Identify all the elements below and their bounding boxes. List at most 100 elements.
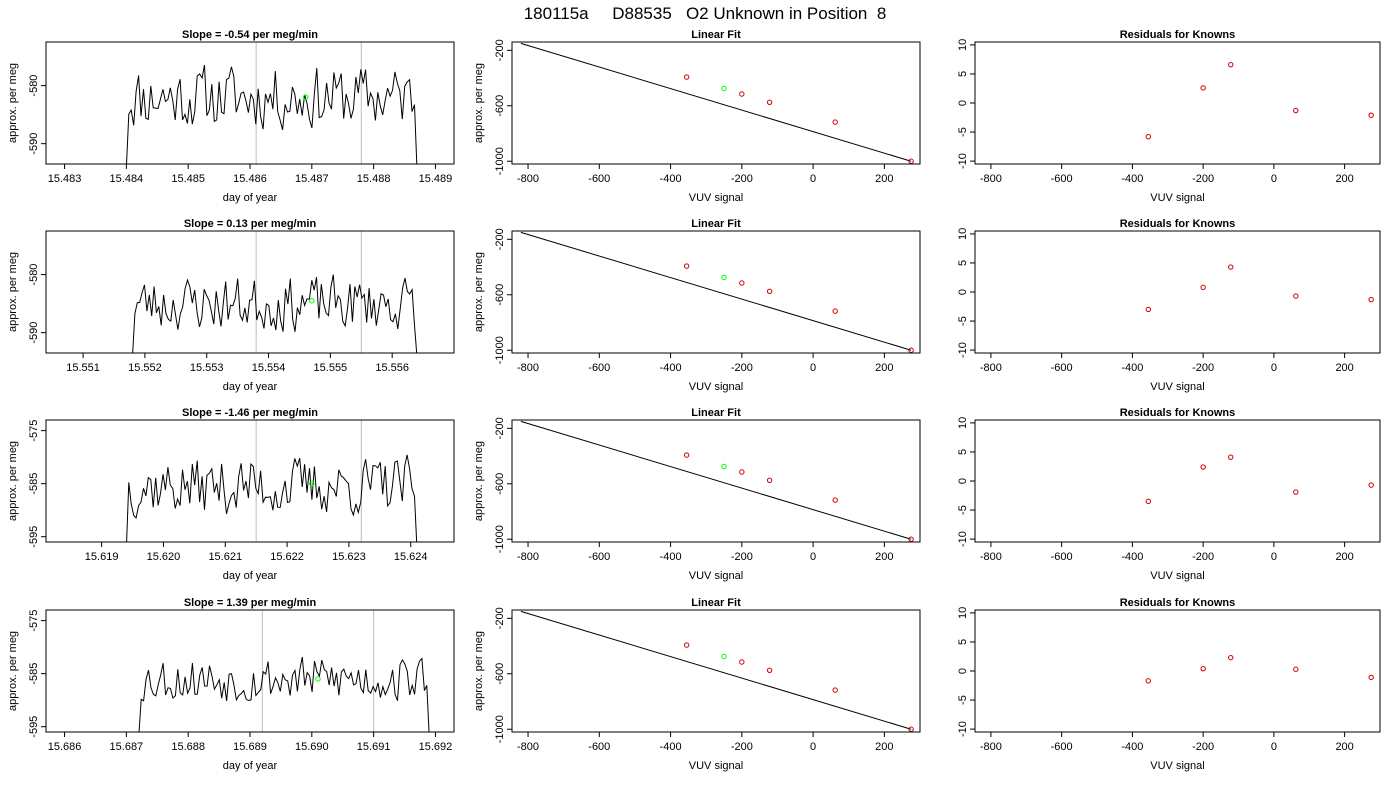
figure-title: 180115a D88535 O2 Unknown in Position 8: [524, 4, 887, 23]
panel-r2-c2: Linear Fit -800 -600 -400 -200 0 200 -1000 -600 -…: [473, 218, 921, 393]
y-tick-label: 10: [957, 417, 969, 429]
highlight-point: [721, 85, 727, 92]
y-tick-label: -600: [494, 473, 506, 495]
panel-title: Linear Fit: [691, 218, 741, 230]
x-tick-label: 15.485: [171, 173, 205, 185]
y-axis-label: approx. per meg: [7, 63, 19, 143]
x-tick-label: 15.621: [208, 551, 242, 563]
x-axis-label: day of year: [223, 760, 278, 772]
y-tick-label: -200: [494, 228, 506, 250]
x-tick-label: -600: [588, 173, 610, 185]
highlight-point: [315, 676, 321, 682]
panel-title: Slope = -0.54 per meg/min: [182, 29, 318, 41]
plot-area: [132, 231, 418, 353]
fit-line: [520, 42, 912, 162]
data-point: [739, 280, 745, 286]
data-point: [1228, 654, 1234, 661]
y-tick-label: -5: [957, 316, 969, 326]
plot-frame: [974, 609, 1381, 733]
y-tick-label: -585: [28, 473, 40, 495]
series-line: [126, 64, 418, 164]
x-tick-label: 200: [1335, 741, 1353, 753]
x-tick-label: 200: [875, 741, 893, 753]
data-point: [832, 119, 838, 125]
x-tick-label: 15.689: [233, 741, 267, 753]
x-tick-label: -800: [517, 362, 539, 374]
x-tick-label: 15.483: [48, 173, 82, 185]
y-tick-label: -575: [28, 610, 40, 632]
y-axis-label: approx. per meg: [7, 252, 19, 332]
x-tick-label: 0: [810, 173, 816, 185]
data-point: [908, 536, 914, 542]
plot-frame: [45, 41, 455, 165]
panel-r4-c1: Slope = 1.39 per meg/min 15.686 15.687 15.6…: [7, 597, 455, 772]
panel-r2-c1: Slope = 0.13 per meg/min 15.551 15.552 15.5…: [7, 218, 455, 393]
x-tick-label: -200: [731, 551, 753, 563]
data-point: [1145, 133, 1152, 140]
data-point: [1200, 85, 1206, 91]
panel-title: Linear Fit: [691, 407, 741, 419]
y-tick-label: -575: [28, 420, 40, 442]
fit-line: [520, 420, 912, 540]
x-tick-label: -800: [980, 173, 1002, 185]
plot-frame: [511, 609, 921, 733]
data-point: [739, 469, 745, 475]
y-tick-label: -200: [494, 417, 506, 439]
panel-title: Slope = -1.46 per meg/min: [182, 407, 318, 419]
x-tick-label: 15.691: [357, 741, 391, 753]
panel-r1-c1: Slope = -0.54 per meg/min 15.483 15.484 15.…: [7, 29, 455, 204]
x-tick-label: -600: [588, 362, 610, 374]
x-axis-label: VUV signal: [1150, 381, 1204, 393]
x-tick-label: -200: [1192, 362, 1214, 374]
data-point: [766, 99, 773, 106]
data-point: [908, 347, 914, 353]
x-tick-label: -200: [1192, 551, 1214, 563]
data-point: [908, 726, 914, 732]
data-point: [766, 288, 773, 295]
panel-title: Residuals for Knowns: [1120, 29, 1236, 41]
y-tick-label: -200: [494, 39, 506, 61]
x-axis-label: VUV signal: [689, 381, 743, 393]
data-point: [1293, 293, 1299, 299]
y-tick-label: -595: [28, 716, 40, 738]
x-tick-label: 0: [810, 741, 816, 753]
x-tick-label: -400: [660, 362, 682, 374]
y-tick-label: 5: [957, 260, 969, 266]
x-tick-label: -200: [731, 173, 753, 185]
x-tick-label: -200: [1192, 173, 1214, 185]
x-tick-label: 0: [1271, 173, 1277, 185]
data-point: [739, 91, 745, 97]
data-point: [908, 158, 914, 164]
x-tick-label: -600: [1051, 173, 1073, 185]
plot-frame: [45, 419, 455, 543]
panel-r1-c3: Residuals for Knowns -800 -600 -400 -200 0 200…: [957, 29, 1381, 204]
plot-area: [126, 420, 418, 542]
plot-frame: [974, 230, 1381, 354]
y-tick-label: -200: [494, 607, 506, 629]
x-tick-label: -400: [660, 173, 682, 185]
panel-title: Linear Fit: [691, 597, 741, 609]
x-tick-label: 15.620: [147, 551, 181, 563]
x-tick-label: 200: [1335, 551, 1353, 563]
data-point: [739, 659, 745, 665]
data-point: [832, 308, 838, 314]
x-tick-label: 15.622: [270, 551, 304, 563]
y-tick-label: -5: [957, 695, 969, 705]
plot-frame: [45, 609, 455, 733]
data-point: [1228, 61, 1234, 68]
x-tick-label: 15.690: [295, 741, 329, 753]
y-tick-label: 5: [957, 71, 969, 77]
x-tick-label: -400: [1121, 362, 1143, 374]
x-tick-label: 15.623: [332, 551, 366, 563]
y-tick-label: 5: [957, 639, 969, 645]
data-point: [1228, 264, 1234, 270]
y-tick-label: -1000: [494, 147, 506, 175]
x-tick-label: -600: [1051, 741, 1073, 753]
y-tick-label: -10: [957, 342, 969, 358]
y-axis-label: approx. per meg: [473, 63, 485, 143]
x-tick-label: -400: [1121, 741, 1143, 753]
x-tick-label: -800: [980, 551, 1002, 563]
data-point: [1368, 674, 1374, 681]
x-tick-label: 15.488: [357, 173, 391, 185]
panel-r3-c1: Slope = -1.46 per meg/min 15.619 15.620 15.…: [7, 407, 455, 582]
